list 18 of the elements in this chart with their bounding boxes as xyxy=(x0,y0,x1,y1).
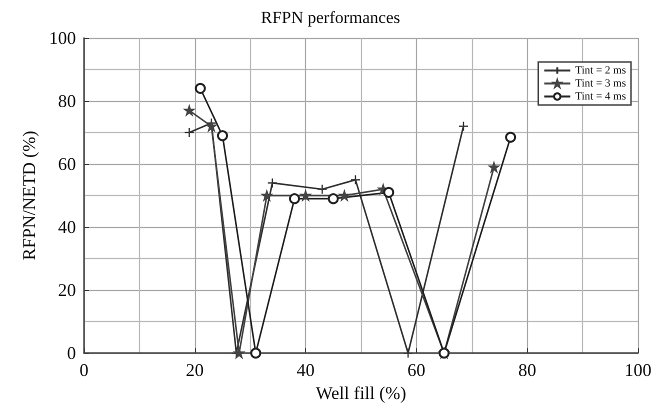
y-tick-label: 60 xyxy=(58,154,76,174)
legend-label: Tint = 4 ms xyxy=(575,90,626,102)
x-axis-title: Well fill (%) xyxy=(316,383,406,403)
x-tick-label: 0 xyxy=(80,360,88,380)
y-axis-title: RFPN/NETD (%) xyxy=(19,130,40,260)
x-tick-label: 60 xyxy=(407,360,426,380)
y-tick-label: 80 xyxy=(58,91,76,112)
legend-label: Tint = 3 ms xyxy=(575,78,626,90)
chart-title: RFPN performances xyxy=(260,8,400,27)
y-tick-label: 20 xyxy=(58,280,76,300)
x-tick-label: 40 xyxy=(296,360,315,380)
y-tick-label: 0 xyxy=(67,343,76,364)
x-tick-label: 20 xyxy=(186,360,204,380)
x-tick-label: 80 xyxy=(518,360,536,380)
x-tick-label: 100 xyxy=(624,360,652,380)
y-tick-label: 100 xyxy=(49,28,76,48)
y-tick-label: 40 xyxy=(58,217,76,238)
legend-label: Tint = 2 ms xyxy=(575,64,626,76)
